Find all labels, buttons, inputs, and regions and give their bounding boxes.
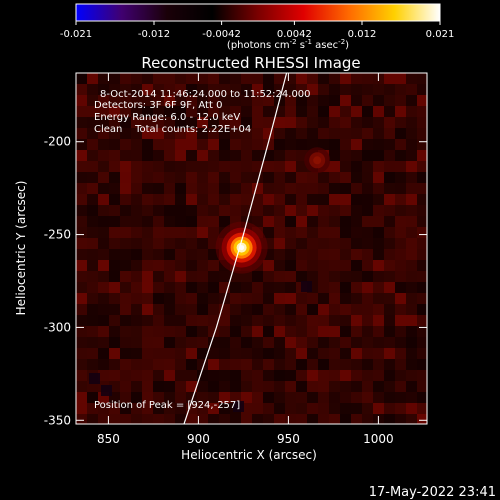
timestamp: 17-May-2022 23:41 <box>369 485 496 500</box>
info-time: 8-Oct-2014 11:46:24.000 to 11:52:24.000 <box>100 89 311 100</box>
colorbar-ticks: -0.021 -0.012 -0.0042 0.0042 0.012 0.021 <box>60 21 454 40</box>
y-axis-ticks: -200 -250 -300 -350 <box>44 135 427 427</box>
chart-title: Reconstructed RHESSI Image <box>141 54 360 72</box>
info-block: 8-Oct-2014 11:46:24.000 to 11:52:24.000 … <box>94 89 311 135</box>
secondary-source-ring <box>313 156 322 165</box>
colorbar-tick-label: 0.0042 <box>277 29 312 40</box>
x-axis-ticks: 850 900 950 1000 <box>97 73 394 446</box>
plot-area: 850 900 950 1000 -200 -250 -300 -350 <box>44 72 428 446</box>
y-axis-label: Heliocentric Y (arcsec) <box>14 181 28 316</box>
plot-frame <box>75 72 428 425</box>
y-tick-label: -250 <box>44 228 71 242</box>
x-tick-label: 1000 <box>363 432 394 446</box>
colorbar-tick-label: 0.012 <box>348 29 377 40</box>
info-detectors: Detectors: 3F 6F 9F, Att 0 <box>94 100 222 111</box>
colorbar-tick-label: -0.021 <box>60 29 92 40</box>
colorbar-tick-label: 0.021 <box>426 29 455 40</box>
info-counts: Clean Total counts: 2.22E+04 <box>94 124 251 135</box>
y-tick-label: -200 <box>44 135 71 149</box>
x-tick-label: 900 <box>187 432 210 446</box>
peak-position: Position of Peak = [924,-257] <box>94 400 240 411</box>
sources <box>215 147 331 274</box>
x-tick-label: 850 <box>97 432 120 446</box>
y-tick-label: -350 <box>44 413 71 427</box>
solar-limb <box>183 73 288 424</box>
y-tick-label: -300 <box>44 320 71 334</box>
colorbar-tick-label: -0.012 <box>138 29 170 40</box>
colorbar: -0.021 -0.012 -0.0042 0.0042 0.012 0.021 (pho… <box>60 3 454 51</box>
x-tick-label: 950 <box>277 432 300 446</box>
info-energy: Energy Range: 6.0 - 12.0 keV <box>94 112 240 123</box>
colorbar-units: (photons cm-2 s-1 asec-2) <box>227 38 349 51</box>
colorbar-bar <box>75 3 441 22</box>
x-axis-label: Heliocentric X (arcsec) <box>181 448 317 462</box>
colorbar-tick-label: -0.0042 <box>202 29 241 40</box>
image-pixels <box>76 73 427 424</box>
